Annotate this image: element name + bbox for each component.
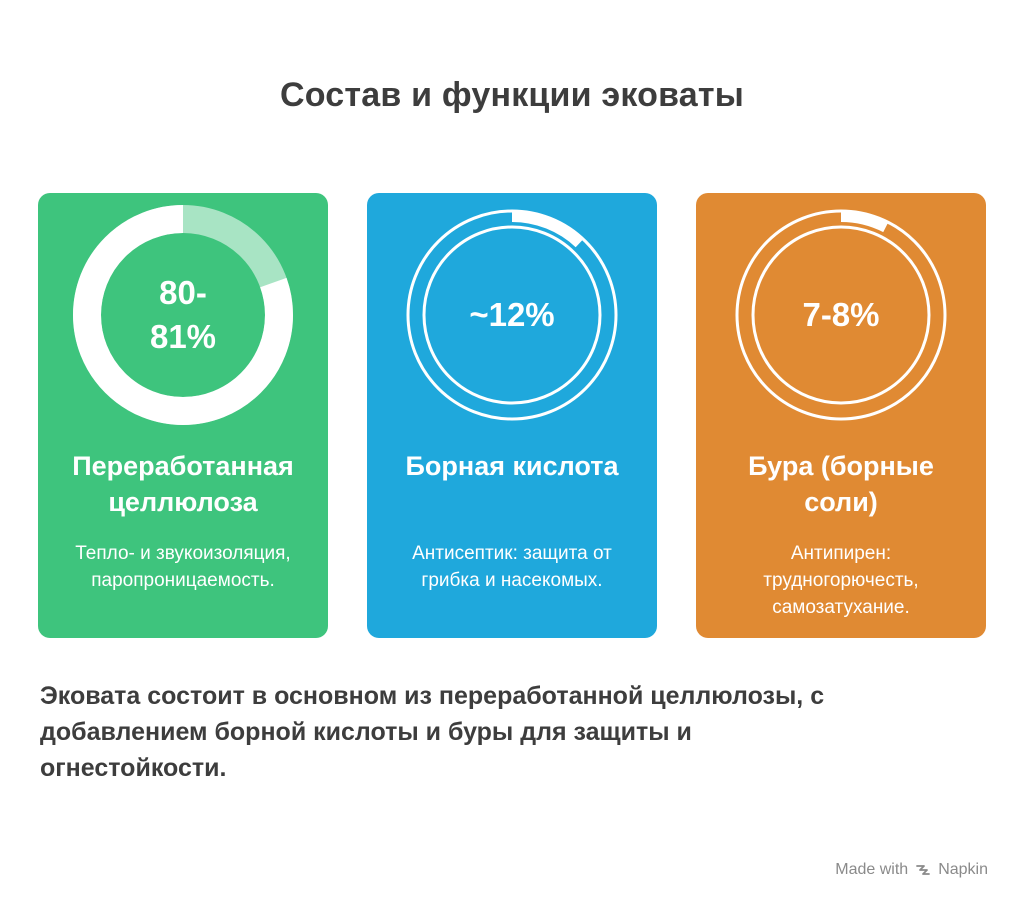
card-borax: 7-8% Бура (борные соли) Антипирен: трудн… [696,193,986,638]
card-percent: ~12% [469,296,555,333]
napkin-logo-icon [916,865,931,875]
made-with-badge: Made with Napkin [835,861,988,879]
card-percent: 80-81% [149,274,217,355]
ring-track [751,225,931,405]
card-description: Антипирен: трудногорючесть, самозатухани… [763,543,919,618]
napkin-brand: Napkin [938,861,988,878]
percent-ring [735,209,947,421]
ring-fill [407,210,617,420]
card-description: Антисептик: защита от грибка и насекомых… [412,543,612,591]
percent-ring [73,205,293,425]
card-heading: Бура (борные соли) [748,451,934,517]
ring-track [422,225,602,405]
card-heading: Переработанная целлюлоза [72,451,294,517]
card-percent: 7-8% [802,296,880,333]
percent-ring [406,209,618,421]
ring-outline [406,209,618,421]
page-title: Состав и функции эковаты [280,76,744,114]
made-with-label: Made with [835,861,909,878]
card-cellulose: 80-81% Переработанная целлюлоза Тепло- и… [38,193,328,638]
ring-outline [735,209,947,421]
card-description: Тепло- и звукоизоляция, паропроницаемост… [75,543,291,591]
card-boric-acid: ~12% Борная кислота Антисептик: защита о… [367,193,657,638]
summary-text: Эковата состоит в основном из переработа… [40,682,825,782]
ring-fill [736,210,946,420]
ring-fill [73,205,293,425]
card-heading: Борная кислота [405,451,619,481]
